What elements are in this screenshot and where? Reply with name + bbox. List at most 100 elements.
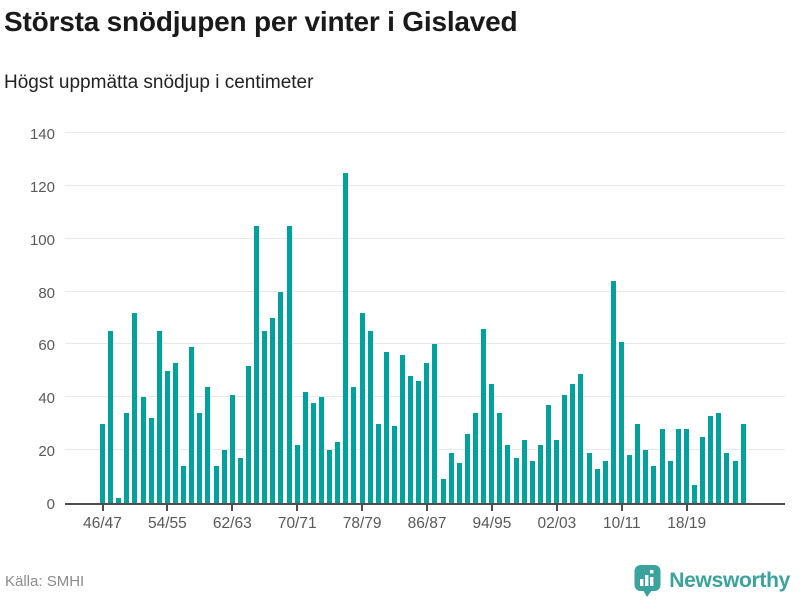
bar-81/82 (383, 352, 389, 503)
bar-65/66 (254, 225, 260, 503)
bar-10/11 (619, 341, 624, 503)
y-tick-label: 100 (29, 231, 55, 249)
bar-01/02 (546, 405, 552, 503)
bar-56/57 (181, 466, 187, 503)
bar-49/50 (124, 413, 130, 503)
x-tick (620, 505, 623, 511)
chart-title: Största snödjupen per vinter i Gislaved (4, 6, 518, 37)
bar-16/17 (667, 460, 673, 503)
bar-79/80 (367, 331, 373, 503)
bar-70/71 (294, 444, 300, 503)
bar-78/79 (359, 312, 365, 503)
bar-58/59 (197, 413, 203, 503)
bar-89/90 (448, 452, 454, 503)
x-tick (426, 505, 429, 511)
bar-00/01 (537, 444, 543, 503)
bar-08/09 (602, 460, 608, 503)
bar-20/21 (700, 436, 706, 503)
bar-25/26 (740, 423, 746, 503)
x-tick-label: 46/47 (83, 515, 122, 532)
x-tick-label: 94/95 (472, 515, 512, 532)
bar-62/63 (229, 394, 235, 503)
bar-64/65 (245, 365, 251, 503)
x-tick (685, 505, 688, 511)
bar-82/83 (391, 426, 397, 503)
x-tick-label: 02/03 (537, 515, 577, 532)
x-tick-label: 54/55 (148, 515, 187, 532)
y-tick-label: 40 (38, 390, 55, 408)
bar-73/74 (318, 397, 324, 503)
x-tick-label: 86/87 (407, 515, 447, 532)
gridline-60 (65, 343, 785, 345)
bar-48/49 (116, 497, 122, 503)
bar-68/69 (278, 291, 284, 503)
gridline-120 (65, 184, 785, 186)
bar-84/85 (408, 376, 414, 503)
bar-19/20 (691, 484, 697, 503)
bar-50/51 (132, 312, 138, 503)
bar-72/73 (310, 402, 316, 503)
bar-47/48 (108, 331, 114, 503)
plot-area: 46/47 54/55 62/63 70/71 78/79 86/87 94/95 02/03… (65, 132, 785, 532)
bar-07/08 (594, 468, 600, 503)
bar-22/23 (716, 413, 722, 503)
bar-93/94 (481, 328, 487, 503)
bar-23/24 (724, 452, 730, 503)
y-tick-label: 0 (46, 496, 55, 513)
source-caption: Källa: SMHI (5, 573, 85, 590)
bar-77/78 (351, 386, 357, 503)
bar-series (100, 133, 746, 503)
bar-60/61 (213, 466, 219, 503)
bar-61/62 (221, 450, 227, 503)
bar-92/93 (473, 413, 479, 503)
bar-53/54 (156, 331, 162, 503)
bar-24/25 (732, 460, 738, 503)
x-tick (101, 505, 104, 511)
bar-67/68 (270, 318, 276, 503)
bar-21/22 (708, 415, 714, 503)
gridline-140 (65, 132, 785, 133)
bar-15/16 (659, 429, 665, 503)
bar-96/97 (505, 444, 511, 503)
bar-91/92 (464, 434, 470, 503)
chart-subtitle: Högst uppmätta snödjup i centimeter (4, 72, 314, 93)
bar-04/05 (570, 384, 576, 503)
bar-74/75 (327, 450, 333, 503)
brand-logo: Newsworthy (634, 564, 790, 597)
bar-75/76 (335, 442, 341, 503)
bar-80/81 (375, 423, 381, 503)
bar-52/53 (148, 418, 154, 503)
bar-99/00 (529, 460, 535, 503)
bar-76/77 (343, 172, 349, 503)
bar-83/84 (400, 355, 406, 503)
bar-85/86 (416, 381, 422, 503)
x-tick-label: 10/11 (602, 515, 641, 532)
bar-57/58 (189, 347, 195, 503)
bar-54/55 (164, 370, 170, 503)
x-tick-label: 18/19 (667, 515, 707, 532)
x-tick (361, 505, 364, 511)
x-tick (231, 505, 234, 511)
y-tick-label: 140 (29, 126, 55, 143)
bar-14/15 (651, 466, 657, 503)
bar-11/12 (627, 455, 633, 503)
bar-66/67 (262, 331, 268, 503)
bar-63/64 (237, 458, 243, 503)
bar-03/04 (562, 394, 568, 503)
bar-12/13 (635, 423, 641, 503)
bar-13/14 (643, 450, 649, 503)
bar-05/06 (578, 373, 584, 503)
bar-88/89 (440, 479, 446, 503)
x-tick-label: 70/71 (277, 515, 317, 532)
x-tick (555, 505, 558, 511)
x-tick-label: 78/79 (342, 515, 382, 532)
x-tick (166, 505, 169, 511)
bar-95/96 (497, 413, 503, 503)
bar-98/99 (521, 439, 527, 503)
bar-17/18 (675, 429, 681, 503)
bar-46/47 (100, 423, 105, 503)
newsworthy-pin-bar-chart-icon (634, 565, 661, 597)
bar-02/03 (554, 439, 560, 503)
bar-71/72 (302, 392, 308, 503)
x-tick (490, 505, 493, 511)
